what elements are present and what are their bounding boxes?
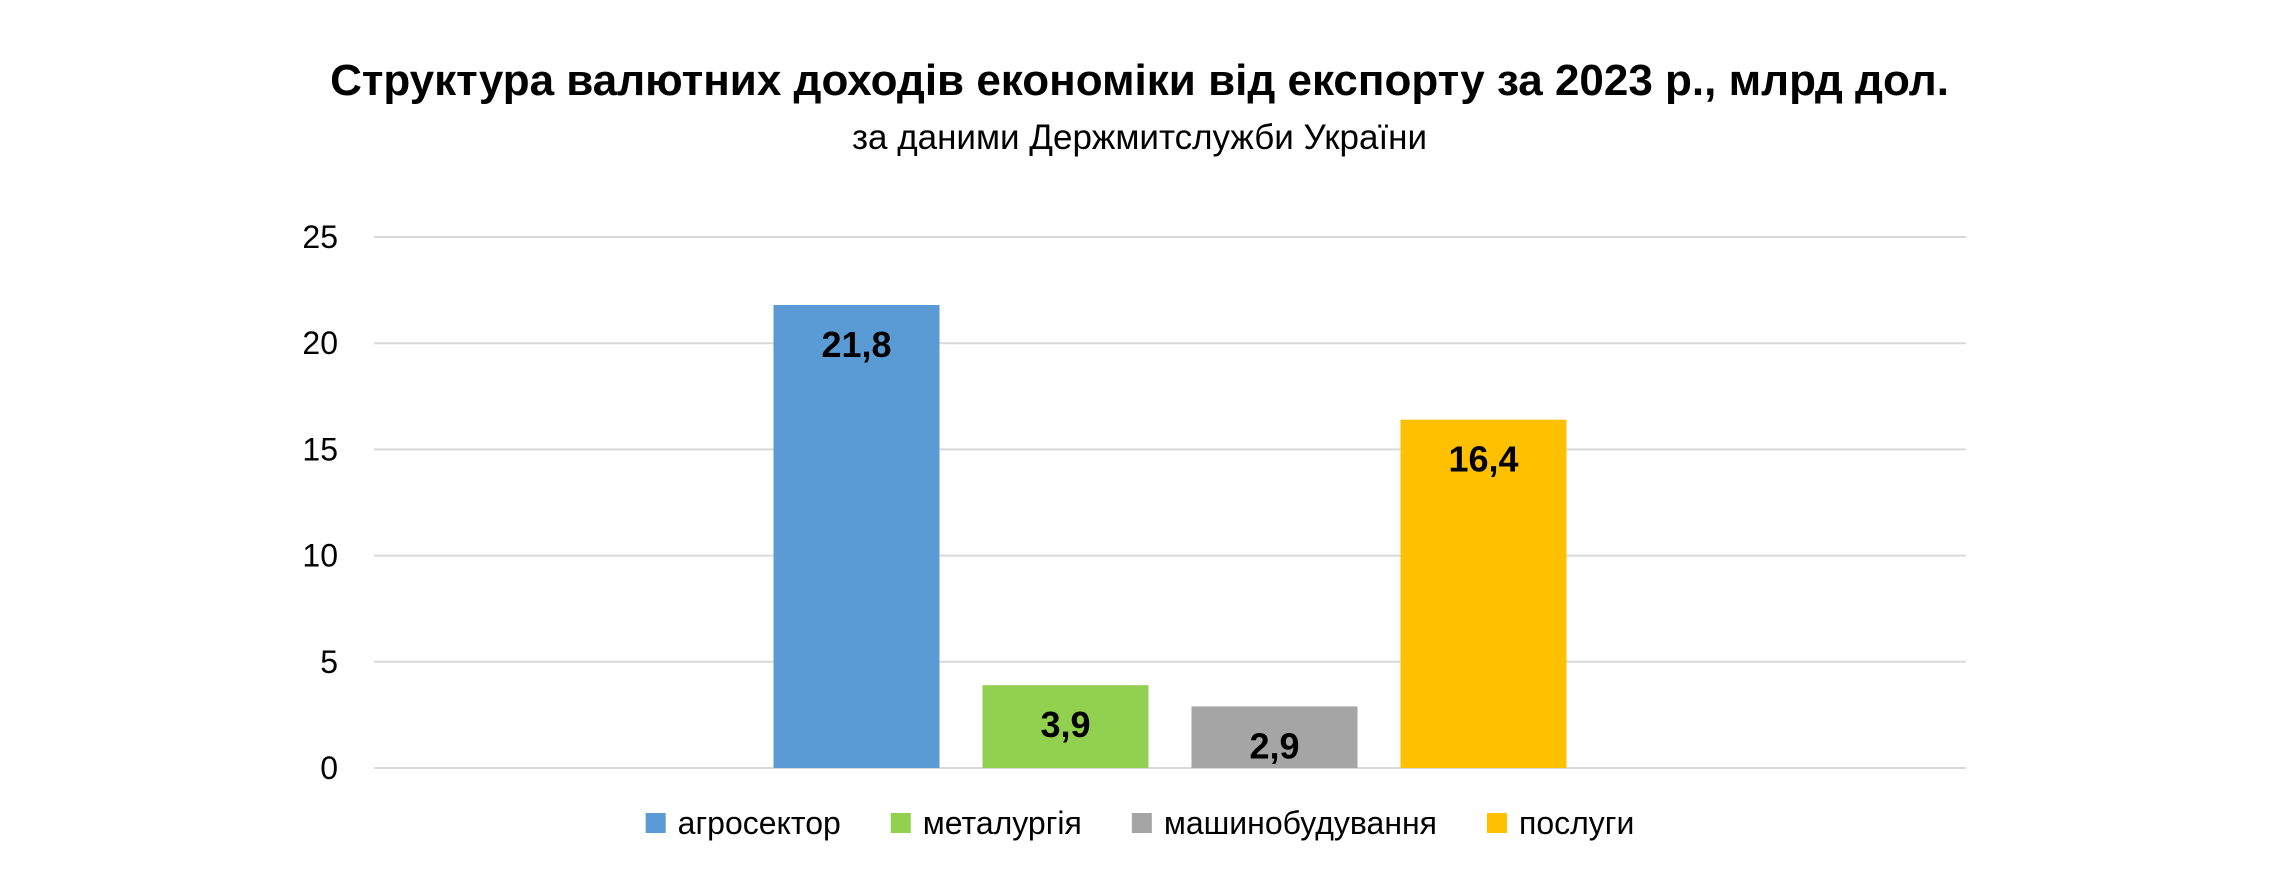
legend-swatch	[1131, 813, 1152, 833]
legend-swatch	[890, 813, 911, 833]
chart-title: Структура валютних доходів економіки від…	[330, 56, 1949, 105]
legend-label: машинобудування	[1164, 805, 1437, 841]
y-tick-label: 25	[302, 219, 338, 255]
bar-1	[773, 304, 940, 768]
legend-swatch	[645, 813, 666, 833]
data-label: 21,8	[821, 324, 891, 365]
data-label: 2,9	[1249, 725, 1299, 766]
data-label: 16,4	[1448, 439, 1518, 480]
legend-swatch	[1486, 813, 1507, 833]
y-tick-label: 20	[302, 325, 338, 361]
bar-4	[1400, 419, 1567, 768]
bar-2	[982, 685, 1149, 768]
chart-subtitle: за даними Держмитслужби України	[851, 118, 1428, 157]
y-tick-label: 15	[302, 431, 338, 467]
y-tick-label: 0	[320, 750, 338, 786]
y-tick-label: 10	[302, 538, 338, 574]
legend-label: агросектор	[678, 805, 841, 841]
legend-label: послуги	[1519, 805, 1634, 841]
legend-label: металургія	[923, 805, 1082, 841]
y-tick-label: 5	[320, 644, 338, 680]
data-label: 3,9	[1040, 704, 1090, 745]
bar-3	[1191, 706, 1358, 768]
